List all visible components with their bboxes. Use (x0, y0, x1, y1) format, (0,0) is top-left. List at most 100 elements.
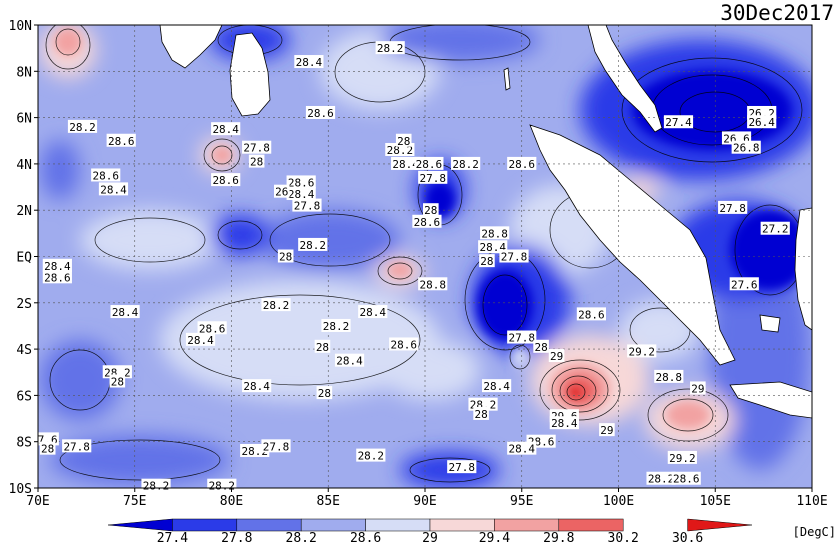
colorbar-swatch (236, 518, 302, 532)
contour-label: 28.6 (288, 176, 315, 189)
contour-label: 27.8 (263, 440, 290, 453)
contour-label-bg (507, 156, 537, 170)
contour-label: 28 (41, 443, 54, 456)
land (159, 25, 812, 419)
contour-label-bg (277, 249, 294, 263)
contour-label: 28.4 (336, 355, 363, 368)
contour-label: 28.4 (360, 306, 387, 319)
contour-label: 27.4 (665, 116, 692, 129)
contour-label: 28 (250, 156, 263, 169)
contour-label-bg (91, 168, 121, 182)
contour-label-bg (67, 119, 98, 133)
colorbar: 27.4 27.8 28.2 28.6 29 29.4 29.8 30.2 30.6 (107, 518, 753, 544)
contour-label: 28.4 (44, 260, 71, 273)
colorbar-swatch (300, 518, 366, 532)
contour-label-bg (98, 182, 129, 196)
contour-label-bg (197, 321, 227, 335)
contour-label: 27.6 (731, 278, 758, 291)
bangka-island (759, 314, 781, 333)
contour-label-bg (316, 386, 333, 400)
contour-label-bg (292, 198, 322, 212)
contour-label-bg (42, 258, 72, 272)
contour-label-bg (671, 471, 701, 485)
contour-label: 28.4 (243, 380, 270, 393)
contour-label: 28.4 (112, 306, 139, 319)
contour-label: 28.4 (392, 158, 419, 171)
contour-label-bg (334, 353, 365, 367)
contour-label-bg (747, 115, 777, 129)
contour-label: 28.4 (551, 417, 578, 430)
contour-label: 28.6 (307, 107, 334, 120)
contour-label-bg (418, 170, 448, 184)
contour-label-bg (185, 332, 216, 346)
contour-label-bg (261, 439, 291, 453)
contour-label-bg (109, 374, 126, 388)
contour-label: 26 (275, 186, 288, 199)
contour-label-bg (479, 254, 495, 268)
contour-label: 27.8 (63, 440, 90, 453)
contour-label: 28.2 (209, 480, 236, 493)
contour-label: 28 (316, 341, 329, 354)
contour-label: 28.4 (509, 443, 536, 456)
contour-label-bg (261, 298, 291, 312)
colorbar-level-label: 29.4 (479, 531, 510, 544)
contour-label-bg (414, 156, 444, 170)
lat-tick-label: 2N (16, 204, 32, 219)
contour-label-bg (248, 154, 265, 168)
contour-label-bg (375, 41, 405, 55)
contour-label: 28 (111, 376, 124, 389)
contour-label-bg (42, 270, 72, 284)
contour-label: 28.8 (419, 278, 446, 291)
contour-label: 28.6 (578, 308, 605, 321)
contour-label: 26.4 (748, 116, 775, 129)
contour-label: 28.6 (44, 271, 71, 284)
colorbar-swatch (107, 518, 173, 532)
contour-label-bg (663, 115, 694, 129)
lat-tick-label: 4N (16, 158, 32, 173)
contour-label-bg (389, 337, 419, 351)
contour-label: 27.2 (762, 223, 789, 236)
contour-label-bg (507, 330, 537, 344)
contour-label: 28.2 (143, 480, 170, 493)
contour-label-bg (395, 133, 412, 147)
lat-tick-label: EQ (16, 251, 32, 266)
contour-label-bg (286, 175, 316, 189)
colorbar-level-label: 30.6 (672, 531, 703, 544)
malay-peninsula-landmass (587, 25, 663, 133)
contour-label: 28 (534, 341, 547, 354)
contour-label-bg (576, 307, 607, 321)
contour-label-bg (423, 203, 439, 217)
contour-label: 28 (318, 387, 331, 400)
contour-label-bg (548, 349, 565, 363)
contour-label-bg (718, 200, 748, 214)
lon-tick-label: 75E (123, 494, 146, 509)
lon-tick-label: 70E (26, 494, 49, 509)
lon-tick-label: 90E (413, 494, 436, 509)
units-label: [DegC] (793, 525, 836, 539)
contour-label: 28.6 (199, 322, 226, 335)
contour-label: 28.8 (481, 227, 508, 240)
contour-label: 29 (550, 350, 563, 363)
colorbar-level-label: 30.2 (608, 531, 639, 544)
contour-label-bg (305, 105, 336, 119)
contour-label-bg (418, 277, 448, 291)
contour-label-bg (242, 379, 272, 393)
colorbar-level-label: 28.6 (350, 531, 381, 544)
map-gridlines (38, 25, 812, 488)
lon-tick-label: 85E (317, 494, 340, 509)
lon-tick-label: 105E (700, 494, 731, 509)
contour-label-bg (391, 156, 421, 170)
contour-label: 28.2 (377, 42, 404, 55)
contour-label-bg (549, 416, 579, 430)
lat-tick-label: 6S (16, 389, 32, 404)
contour-label: 28.2 (452, 158, 479, 171)
contour-label-bg (274, 184, 290, 198)
contour-label-bg (321, 318, 351, 332)
contour-label: 29.2 (628, 345, 655, 358)
colorbar-swatch (494, 518, 560, 532)
contour-label: 28.6 (414, 216, 441, 229)
contour-label-bg (62, 439, 92, 453)
map-date-title: 30Dec2017 (720, 1, 834, 25)
contour-label: 27.8 (509, 332, 536, 345)
contour-label: 28.6 (673, 473, 700, 486)
